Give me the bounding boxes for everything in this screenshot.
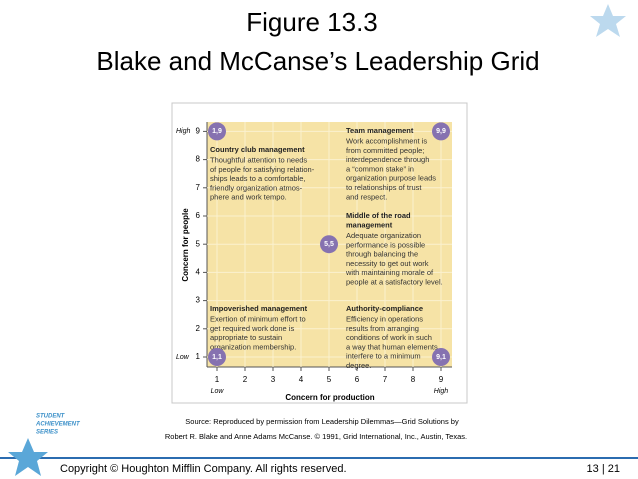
style-heading: Country club management	[210, 145, 305, 154]
x-tick-label: 2	[243, 375, 248, 384]
grid-point	[208, 122, 226, 141]
y-tick-label: 4	[196, 268, 201, 277]
style-description: Work accomplishment is	[346, 136, 427, 145]
logo-star	[8, 438, 48, 476]
style-description: interfere to a minimum	[346, 352, 421, 361]
style-description: performance is possible	[346, 240, 425, 249]
style-description: phere and work tempo.	[210, 193, 287, 202]
x-axis-high: High	[434, 388, 449, 395]
grid-point	[320, 235, 338, 254]
y-tick-label: 9	[196, 127, 201, 136]
style-description: with maintaining morale of	[345, 268, 434, 277]
x-tick-label: 3	[271, 375, 276, 384]
logo-text: ACHIEVEMENT	[35, 422, 81, 428]
y-tick-label: 8	[196, 155, 201, 164]
title-line: Figure 13.3	[246, 7, 378, 37]
x-axis-title: Concern for production	[285, 393, 374, 402]
x-axis-low: Low	[211, 388, 225, 395]
y-tick-label: 6	[196, 211, 201, 220]
style-description: Adequate organization	[346, 231, 421, 240]
style-heading: Middle of the road management	[346, 211, 411, 230]
grid-point-label: 9,9	[436, 128, 446, 135]
style-description: Thoughtful attention to needs	[210, 155, 307, 164]
style-description: and respect.	[346, 192, 387, 201]
style-heading: Impoverished management	[210, 304, 308, 313]
style-description: friendly organization atmos-	[210, 183, 303, 192]
grid-point-label: 1,1	[212, 354, 222, 361]
y-axis-title: Concern for people	[181, 208, 190, 282]
grid-point-label: 1,9	[212, 128, 222, 135]
style-description: appropriate to sustain	[210, 333, 282, 342]
grid-point	[432, 348, 450, 366]
grid-point-label: 5,5	[324, 241, 334, 248]
y-tick-label: 2	[196, 324, 201, 333]
page-number: 13 | 21	[587, 463, 620, 475]
title-line: Blake and McCanse’s Leadership Grid	[96, 46, 539, 76]
style-description: results from arranging	[346, 324, 419, 333]
y-axis-low: Low	[176, 354, 190, 361]
style-description: organization membership.	[210, 342, 296, 351]
style-description: get required work done is	[210, 324, 294, 333]
y-tick-label: 5	[196, 239, 201, 248]
y-tick-label: 7	[196, 183, 201, 192]
x-tick-label: 5	[327, 375, 332, 384]
style-description: ships leads to a comfortable,	[210, 174, 305, 183]
style-heading: Team management	[346, 126, 414, 135]
grid-point-label: 9,1	[436, 354, 446, 361]
style-description: a way that human elements	[346, 342, 438, 351]
style-description: organization purpose leads	[346, 174, 436, 183]
x-tick-label: 1	[215, 375, 220, 384]
style-description: of people for satisfying relation-	[210, 165, 315, 174]
logo-text: STUDENT	[36, 414, 66, 420]
star-decoration	[590, 4, 626, 37]
style-description: people at a satisfactory level.	[346, 277, 443, 286]
style-description: Exertion of minimum effort to	[210, 314, 306, 323]
copyright: Copyright © Houghton Mifflin Company. Al…	[60, 463, 347, 475]
style-description: conditions of work in such	[346, 333, 432, 342]
style-description: through balancing the	[346, 250, 418, 259]
style-description: interdependence through	[346, 155, 429, 164]
source-line: Source: Reproduced by permission from Le…	[185, 417, 459, 426]
y-axis-high: High	[176, 128, 191, 135]
y-tick-label: 1	[196, 352, 201, 361]
logo-text: SERIES	[36, 430, 58, 436]
style-description: necessity to get out work	[346, 259, 429, 268]
style-description: Efficiency in operations	[346, 314, 423, 323]
x-tick-label: 7	[383, 375, 388, 384]
style-description: to relationships of trust	[346, 183, 422, 192]
y-tick-label: 3	[196, 296, 201, 305]
style-heading: Authority-compliance	[346, 304, 423, 313]
x-tick-label: 6	[355, 375, 360, 384]
style-description: degree.	[346, 361, 371, 370]
source-line: Robert R. Blake and Anne Adams McCanse. …	[165, 432, 467, 441]
x-tick-label: 8	[411, 375, 416, 384]
grid-point	[432, 122, 450, 141]
style-description: from committed people;	[346, 146, 424, 155]
x-tick-label: 9	[439, 375, 444, 384]
style-description: a “common stake” in	[346, 164, 414, 173]
x-tick-label: 4	[299, 375, 304, 384]
grid-point	[208, 348, 226, 366]
